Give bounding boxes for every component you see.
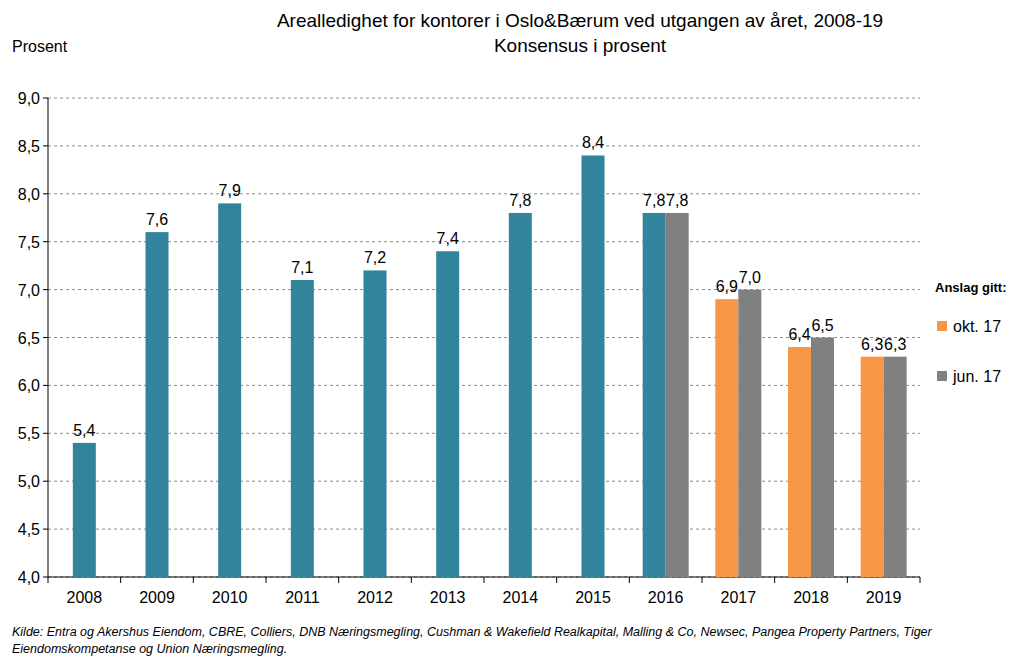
y-axis-label: Prosent — [12, 38, 68, 55]
data-label: 7,0 — [739, 269, 761, 286]
chart: Arealledighet for kontorer i Oslo&Bærum … — [0, 0, 1024, 669]
x-tick-label: 2009 — [139, 589, 175, 606]
y-tick-label: 5,0 — [18, 473, 40, 490]
data-label: 7,8 — [643, 192, 665, 209]
data-label: 7,8 — [509, 192, 531, 209]
y-tick-label: 8,0 — [18, 186, 40, 203]
category-separator — [338, 577, 339, 583]
y-tick-label: 9,0 — [18, 90, 40, 107]
legend: Anslag gitt: okt. 17 jun. 17 — [935, 280, 1007, 385]
legend-swatch — [937, 371, 947, 381]
data-label: 7,2 — [364, 249, 386, 266]
y-axis — [48, 98, 49, 577]
x-tick-label: 2013 — [430, 589, 466, 606]
y-tick — [43, 241, 48, 242]
y-tick — [43, 289, 48, 290]
y-tick-label: 8,5 — [18, 138, 40, 155]
y-tick — [43, 145, 48, 146]
subtitle: Konsensus i prosent — [494, 35, 667, 56]
category-separator — [266, 577, 267, 583]
data-label: 5,4 — [73, 422, 95, 439]
legend-swatch — [937, 321, 947, 331]
data-label: 7,1 — [291, 259, 313, 276]
x-tick-label: 2014 — [503, 589, 539, 606]
category-separator — [193, 577, 194, 583]
bar — [364, 270, 387, 577]
data-labels: 5,47,67,97,17,27,47,88,47,87,86,97,06,46… — [73, 134, 906, 438]
y-tick-label: 4,0 — [18, 569, 40, 586]
x-tick-label: 2010 — [212, 589, 248, 606]
data-label: 7,6 — [146, 211, 168, 228]
grid-line — [48, 289, 920, 290]
bar — [146, 232, 169, 577]
title: Arealledighet for kontorer i Oslo&Bærum … — [277, 10, 883, 31]
bar — [291, 280, 314, 577]
category-separator — [484, 577, 485, 583]
data-label: 6,5 — [811, 317, 833, 334]
y-tick-label: 7,0 — [18, 282, 40, 299]
x-tick-label: 2011 — [285, 589, 320, 606]
bars — [73, 155, 907, 577]
data-label: 6,3 — [884, 336, 906, 353]
y-tick — [43, 577, 48, 578]
y-tick-label: 4,5 — [18, 521, 40, 538]
data-label: 6,9 — [716, 278, 738, 295]
bar — [811, 338, 834, 578]
data-label: 7,8 — [666, 192, 688, 209]
y-tick — [43, 529, 48, 530]
data-label: 6,4 — [788, 326, 810, 343]
grid-line — [48, 241, 920, 242]
category-separator — [702, 577, 703, 583]
bar — [509, 213, 532, 577]
category-separator — [120, 577, 121, 583]
y-tick — [43, 433, 48, 434]
category-separator — [847, 577, 848, 583]
legend-title: Anslag gitt: — [935, 280, 1007, 295]
bar — [582, 155, 605, 577]
category-separator — [411, 577, 412, 583]
x-tick-label: 2008 — [67, 589, 103, 606]
category-separator — [556, 577, 557, 583]
source: Kilde: Entra og Akershus Eiendom, CBRE, … — [12, 624, 1012, 658]
bar — [436, 251, 459, 577]
x-tick-label: 2019 — [866, 589, 902, 606]
grid-line — [48, 193, 920, 194]
grid-line — [48, 145, 920, 146]
data-label: 6,3 — [861, 336, 883, 353]
y-tick-label: 6,5 — [18, 330, 40, 347]
category-separator — [920, 577, 921, 583]
x-tick-label: 2015 — [575, 589, 611, 606]
bar — [643, 213, 666, 577]
y-tick — [43, 337, 48, 338]
data-label: 8,4 — [582, 134, 604, 151]
data-label: 7,9 — [219, 182, 241, 199]
legend-label: okt. 17 — [953, 318, 1001, 335]
y-tick-label: 6,0 — [18, 377, 40, 394]
x-tick-label: 2012 — [357, 589, 393, 606]
bar — [73, 443, 96, 577]
y-tick — [43, 193, 48, 194]
bar — [788, 347, 811, 577]
category-separator — [48, 577, 49, 583]
bar — [666, 213, 689, 577]
category-separator — [774, 577, 775, 583]
x-tick-label: 2018 — [793, 589, 829, 606]
x-tick-label: 2017 — [721, 589, 757, 606]
bar — [715, 299, 738, 577]
y-tick — [43, 385, 48, 386]
y-tick — [43, 481, 48, 482]
y-tick — [43, 98, 48, 99]
data-label: 7,4 — [437, 230, 459, 247]
y-tick-label: 5,5 — [18, 425, 40, 442]
grid-line — [48, 98, 920, 99]
bar — [738, 290, 761, 577]
bar — [861, 357, 884, 577]
y-tick-label: 7,5 — [18, 234, 40, 251]
bar — [884, 357, 907, 577]
x-tick-label: 2016 — [648, 589, 684, 606]
bar — [218, 203, 241, 577]
legend-label: jun. 17 — [952, 368, 1001, 385]
category-separator — [629, 577, 630, 583]
